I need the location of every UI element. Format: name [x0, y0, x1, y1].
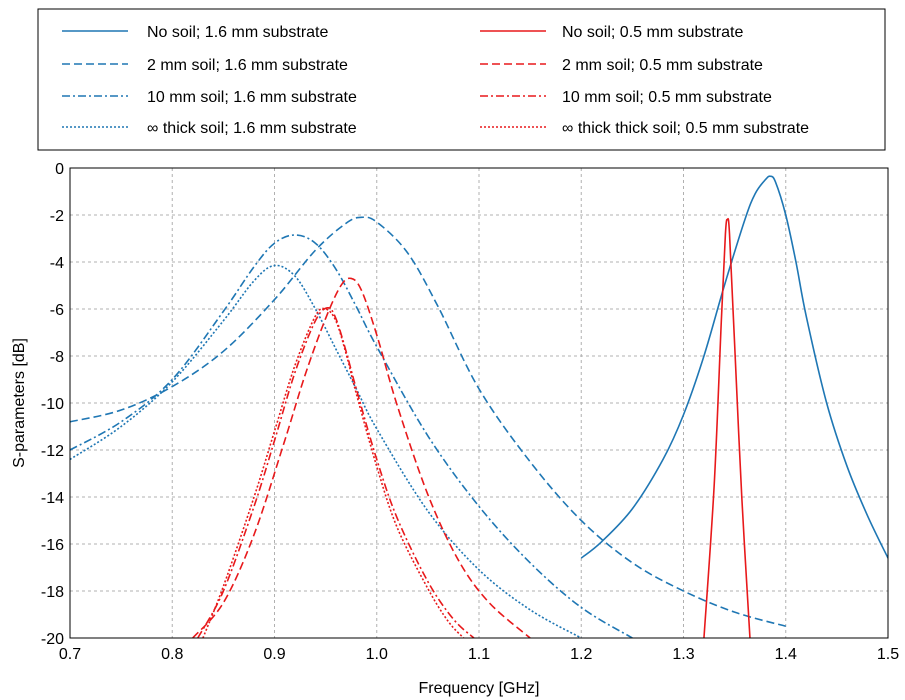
y-tick-label: -2: [50, 208, 64, 225]
y-tick-label: -10: [41, 396, 64, 413]
x-tick-label: 0.9: [263, 646, 285, 663]
x-tick-label: 0.7: [59, 646, 81, 663]
legend-box: [37, 8, 886, 151]
y-tick-label: -6: [50, 302, 64, 319]
y-axis-ticks: 0 -2 -4 -6 -8 -10 -12 -14 -16 -18 -20: [41, 161, 64, 648]
x-tick-label: 1.0: [366, 646, 388, 663]
legend-entry-label: ∞ thick soil; 1.6 mm substrate: [147, 120, 357, 137]
series-line-4: [70, 264, 582, 638]
x-tick-label: 1.3: [672, 646, 694, 663]
series-lines: [70, 175, 888, 638]
series-line-1: [580, 175, 888, 559]
y-tick-label: -18: [41, 584, 64, 601]
x-tick-label: 1.2: [570, 646, 592, 663]
x-axis-ticks: 0.7 0.8 0.9 1.0 1.1 1.2 1.3 1.4 1.5: [59, 646, 899, 663]
x-tick-label: 0.8: [161, 646, 183, 663]
legend-entry-label: 10 mm soil; 1.6 mm substrate: [147, 89, 357, 106]
y-axis-label: S-parameters [dB]: [11, 338, 28, 468]
y-tick-label: -14: [41, 490, 64, 507]
y-tick-label: -16: [41, 537, 64, 554]
y-tick-label: -20: [41, 631, 64, 648]
series-line-3: [70, 234, 633, 638]
legend-entry-label: No soil; 0.5 mm substrate: [562, 24, 744, 41]
x-tick-label: 1.4: [775, 646, 797, 663]
x-axis-label: Frequency [GHz]: [419, 680, 540, 697]
grid-lines: [70, 168, 888, 638]
legend-entry-label: 10 mm soil; 0.5 mm substrate: [562, 89, 772, 106]
plot-frame: [69, 167, 889, 639]
legend-entry-label: 2 mm soil; 0.5 mm substrate: [562, 57, 763, 74]
legend-entry-label: ∞ thick thick soil; 0.5 mm substrate: [562, 120, 809, 137]
y-tick-label: -8: [50, 349, 64, 366]
series-line-6: [192, 277, 531, 638]
legend-entry-label: 2 mm soil; 1.6 mm substrate: [147, 57, 348, 74]
y-tick-label: -4: [50, 255, 64, 272]
series-line-7: [197, 307, 475, 638]
y-tick-label: -12: [41, 443, 64, 460]
x-tick-label: 1.5: [877, 646, 899, 663]
series-line-2: [70, 216, 786, 628]
series-line-5: [703, 217, 751, 638]
legend-entry-label: No soil; 1.6 mm substrate: [147, 24, 329, 41]
y-tick-label: 0: [55, 161, 64, 178]
series-line-8: [202, 307, 465, 638]
legend: No soil; 1.6 mm substrate 2 mm soil; 1.6 …: [37, 8, 886, 151]
x-tick-label: 1.1: [468, 646, 490, 663]
